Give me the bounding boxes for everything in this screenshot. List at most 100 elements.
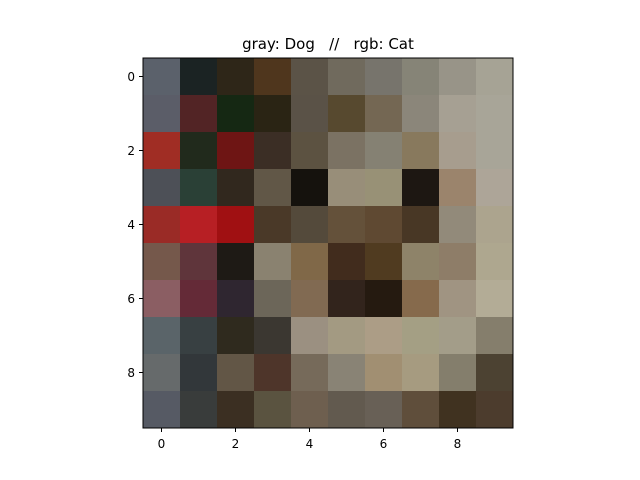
heatmap-cell-r4-c7 xyxy=(402,206,439,243)
heatmap-cell-r3-c8 xyxy=(439,169,476,206)
x-tick-label: 2 xyxy=(232,437,240,451)
y-tick-label: 6 xyxy=(127,292,135,306)
heatmap-cell-r3-c4 xyxy=(291,169,328,206)
heatmap-cell-r0-c8 xyxy=(439,58,476,95)
heatmap-cell-r2-c0 xyxy=(143,132,180,169)
chart-title: gray: Dog // rgb: Cat xyxy=(242,35,414,53)
heatmap-cell-r6-c2 xyxy=(217,280,254,317)
heatmap-cell-r4-c4 xyxy=(291,206,328,243)
heatmap-cell-r4-c3 xyxy=(254,206,291,243)
heatmap-cell-r8-c0 xyxy=(143,354,180,391)
heatmap-cell-r2-c9 xyxy=(476,132,513,169)
x-tick-label: 6 xyxy=(380,437,388,451)
heatmap-cell-r6-c6 xyxy=(365,280,402,317)
heatmap-cell-r2-c3 xyxy=(254,132,291,169)
heatmap-cell-r1-c5 xyxy=(328,95,365,132)
heatmap-cell-r4-c0 xyxy=(143,206,180,243)
heatmap-cell-r8-c5 xyxy=(328,354,365,391)
heatmap-cell-r4-c9 xyxy=(476,206,513,243)
heatmap-cell-r9-c4 xyxy=(291,391,328,428)
x-tick-label: 4 xyxy=(306,437,314,451)
heatmap-cell-r9-c3 xyxy=(254,391,291,428)
heatmap-cell-r8-c3 xyxy=(254,354,291,391)
heatmap-cell-r1-c6 xyxy=(365,95,402,132)
heatmap-cell-r6-c3 xyxy=(254,280,291,317)
heatmap-cell-r3-c2 xyxy=(217,169,254,206)
heatmap-cell-r8-c8 xyxy=(439,354,476,391)
heatmap-cell-r2-c7 xyxy=(402,132,439,169)
heatmap-cell-r4-c5 xyxy=(328,206,365,243)
heatmap-cell-r8-c6 xyxy=(365,354,402,391)
heatmap-cell-r9-c7 xyxy=(402,391,439,428)
heatmap-cell-r7-c9 xyxy=(476,317,513,354)
heatmap-cell-r0-c9 xyxy=(476,58,513,95)
y-tick-label: 0 xyxy=(127,70,135,84)
heatmap-cell-r9-c9 xyxy=(476,391,513,428)
heatmap-cell-r7-c2 xyxy=(217,317,254,354)
heatmap-cell-r3-c0 xyxy=(143,169,180,206)
x-tick-label: 8 xyxy=(454,437,462,451)
heatmap-cell-r2-c1 xyxy=(180,132,217,169)
heatmap-cell-r6-c5 xyxy=(328,280,365,317)
heatmap-cell-r9-c5 xyxy=(328,391,365,428)
heatmap-cell-r2-c5 xyxy=(328,132,365,169)
heatmap-cell-r1-c4 xyxy=(291,95,328,132)
heatmap-cell-r8-c2 xyxy=(217,354,254,391)
heatmap-cell-r2-c8 xyxy=(439,132,476,169)
heatmap-cell-r7-c3 xyxy=(254,317,291,354)
heatmap-cell-r9-c2 xyxy=(217,391,254,428)
heatmap-cell-r6-c7 xyxy=(402,280,439,317)
heatmap-cell-r1-c7 xyxy=(402,95,439,132)
heatmap-cell-r7-c4 xyxy=(291,317,328,354)
heatmap-cell-r0-c1 xyxy=(180,58,217,95)
heatmap-cell-r8-c4 xyxy=(291,354,328,391)
x-tick-label: 0 xyxy=(158,437,166,451)
heatmap-cell-r4-c2 xyxy=(217,206,254,243)
heatmap-cell-r6-c4 xyxy=(291,280,328,317)
heatmap-cell-r3-c9 xyxy=(476,169,513,206)
heatmap-cell-r3-c3 xyxy=(254,169,291,206)
heatmap-cell-r7-c8 xyxy=(439,317,476,354)
y-tick-label: 2 xyxy=(127,144,135,158)
heatmap-cell-r5-c2 xyxy=(217,243,254,280)
heatmap-cell-r5-c6 xyxy=(365,243,402,280)
heatmap-cell-r1-c0 xyxy=(143,95,180,132)
heatmap-cell-r5-c0 xyxy=(143,243,180,280)
heatmap-cell-r7-c0 xyxy=(143,317,180,354)
heatmap-cell-r3-c5 xyxy=(328,169,365,206)
heatmap-cell-r9-c8 xyxy=(439,391,476,428)
heatmap-cell-r0-c5 xyxy=(328,58,365,95)
heatmap-cell-r9-c6 xyxy=(365,391,402,428)
heatmap-cell-r1-c3 xyxy=(254,95,291,132)
heatmap-cell-r5-c3 xyxy=(254,243,291,280)
heatmap-cell-r8-c7 xyxy=(402,354,439,391)
heatmap-cell-r8-c9 xyxy=(476,354,513,391)
heatmap-cell-r7-c6 xyxy=(365,317,402,354)
heatmap-cell-r0-c2 xyxy=(217,58,254,95)
heatmap-cell-r5-c4 xyxy=(291,243,328,280)
heatmap-cell-r0-c3 xyxy=(254,58,291,95)
heatmap-cell-r6-c1 xyxy=(180,280,217,317)
heatmap-cell-r3-c1 xyxy=(180,169,217,206)
heatmap-cell-r5-c7 xyxy=(402,243,439,280)
heatmap-cell-r5-c1 xyxy=(180,243,217,280)
x-axis: 0 2 4 6 8 xyxy=(158,428,462,451)
y-tick-label: 4 xyxy=(127,218,135,232)
heatmap-cell-r5-c8 xyxy=(439,243,476,280)
heatmap-cell-r0-c6 xyxy=(365,58,402,95)
heatmap-cell-r6-c8 xyxy=(439,280,476,317)
heatmap-cell-r1-c1 xyxy=(180,95,217,132)
heatmap-cell-r6-c9 xyxy=(476,280,513,317)
heatmap-cell-r2-c6 xyxy=(365,132,402,169)
heatmap-cell-r4-c1 xyxy=(180,206,217,243)
heatmap-cell-r9-c1 xyxy=(180,391,217,428)
heatmap-cell-r1-c8 xyxy=(439,95,476,132)
heatmap-cell-r7-c5 xyxy=(328,317,365,354)
heatmap-cell-r1-c2 xyxy=(217,95,254,132)
heatmap-cell-r9-c0 xyxy=(143,391,180,428)
heatmap-cell-r0-c7 xyxy=(402,58,439,95)
heatmap-cell-r0-c0 xyxy=(143,58,180,95)
heatmap-cell-r5-c5 xyxy=(328,243,365,280)
heatmap-cells xyxy=(143,58,513,428)
